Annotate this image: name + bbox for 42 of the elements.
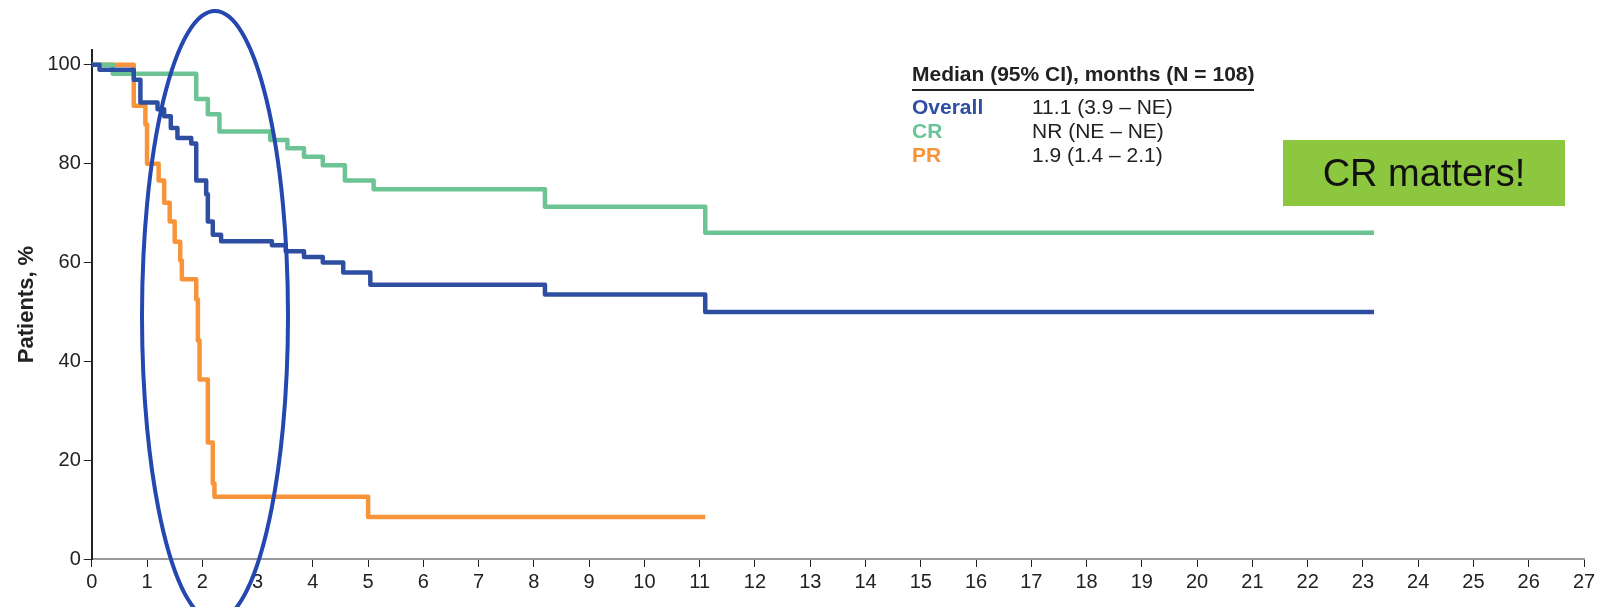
x-tick-label: 8 (528, 569, 540, 592)
x-tick-label: 19 (1130, 569, 1153, 592)
legend-title: Median (95% CI), months (N = 108) (912, 62, 1255, 91)
x-tick-label: 14 (854, 569, 877, 592)
x-tick-label: 0 (86, 569, 98, 592)
annotation: NR (NE – NE) (1032, 119, 1164, 143)
text: Overall (912, 95, 985, 119)
x-tick-label: 16 (964, 569, 988, 592)
x-tick-label: 12 (743, 569, 767, 592)
y-tick-label: 0 (69, 546, 81, 569)
x-tick-label: 2 (196, 569, 208, 592)
x-tick-label: 26 (1517, 569, 1540, 592)
annotation: CR matters! (1283, 140, 1565, 206)
x-tick-label: 24 (1407, 569, 1430, 592)
x-tick-label: 4 (307, 569, 319, 592)
x-tick-label: 9 (583, 569, 595, 592)
x-tick-label: 22 (1296, 569, 1319, 592)
x-tick-label: 10 (633, 569, 656, 592)
x-tick-label: 1 (141, 569, 153, 592)
y-tick-label: 100 (47, 52, 81, 75)
x-tick-label: 6 (417, 569, 429, 592)
y-tick-label: 80 (58, 151, 81, 174)
x-tick-label: 11 (689, 569, 711, 592)
x-tick-label: 27 (1572, 569, 1596, 592)
y-tick-label: 60 (58, 250, 81, 273)
text: PR (912, 143, 943, 167)
annotation: 1.9 (1.4 – 2.1) (1032, 143, 1163, 167)
y-tick-label: 20 (58, 447, 81, 470)
annotation: 11.1 (3.9 – NE) (1032, 95, 1173, 119)
y-tick-label: 40 (58, 348, 81, 371)
x-tick-label: 13 (799, 569, 822, 592)
x-tick-label: 20 (1186, 569, 1209, 592)
x-tick-label: 21 (1241, 569, 1264, 592)
x-tick-label: 7 (473, 569, 485, 592)
x-tick-label: 5 (362, 569, 374, 592)
x-tick-label: 15 (909, 569, 932, 592)
x-tick-label: 25 (1462, 569, 1485, 592)
x-tick-label: 18 (1075, 569, 1098, 592)
text: CR (912, 119, 944, 143)
x-tick-label: 23 (1351, 569, 1375, 592)
x-tick-label: 17 (1020, 569, 1043, 592)
y-axis-title: Patients, % (13, 245, 39, 364)
